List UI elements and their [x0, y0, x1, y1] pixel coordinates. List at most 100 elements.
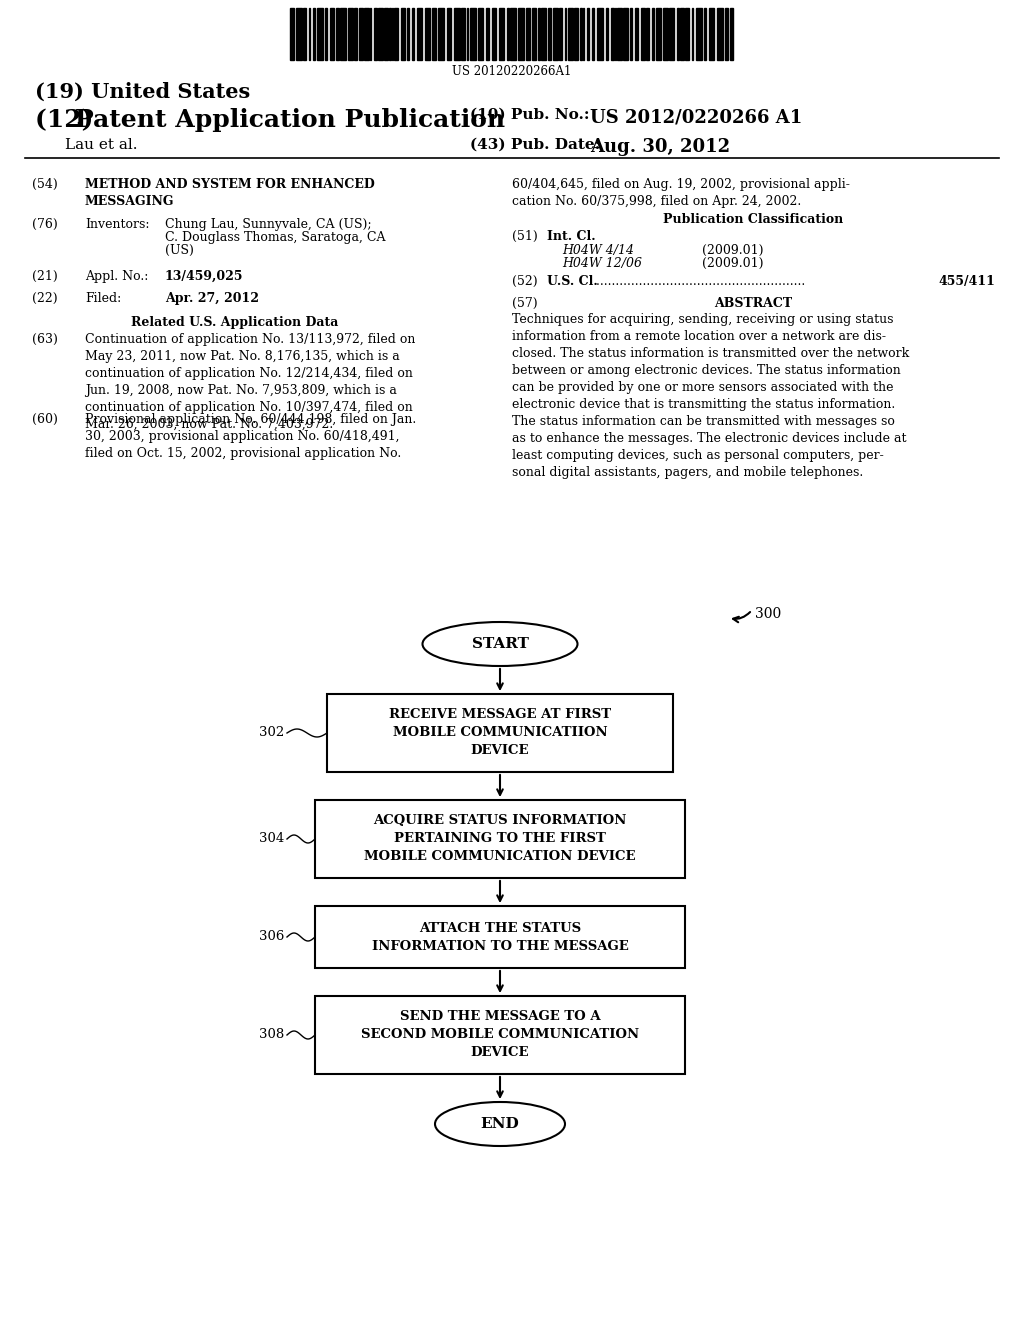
Bar: [432, 8, 436, 59]
Bar: [325, 8, 327, 59]
Bar: [340, 8, 346, 59]
Text: SEND THE MESSAGE TO A
SECOND MOBILE COMMUNICATION
DEVICE: SEND THE MESSAGE TO A SECOND MOBILE COMM…: [360, 1011, 639, 1060]
Bar: [499, 8, 504, 59]
Bar: [461, 8, 465, 59]
Bar: [538, 8, 540, 59]
Bar: [417, 8, 422, 59]
Bar: [652, 8, 654, 59]
Bar: [709, 8, 714, 59]
Text: Patent Application Publication: Patent Application Publication: [75, 108, 505, 132]
Bar: [486, 8, 489, 59]
Bar: [630, 8, 632, 59]
Bar: [394, 8, 398, 59]
Text: Continuation of application No. 13/113,972, filed on
May 23, 2011, now Pat. No. : Continuation of application No. 13/113,9…: [85, 333, 416, 432]
Bar: [290, 8, 294, 59]
Text: (54): (54): [32, 178, 57, 191]
Bar: [617, 8, 622, 59]
Text: ......................................................: ........................................…: [592, 275, 805, 288]
Bar: [680, 8, 684, 59]
Text: Publication Classification: Publication Classification: [664, 213, 844, 226]
Bar: [623, 8, 628, 59]
Text: (21): (21): [32, 271, 57, 282]
Text: US 20120220266A1: US 20120220266A1: [453, 65, 571, 78]
Text: Filed:: Filed:: [85, 292, 121, 305]
Bar: [518, 8, 524, 59]
Text: 304: 304: [259, 833, 284, 846]
Bar: [348, 8, 353, 59]
Bar: [492, 8, 496, 59]
Text: 306: 306: [259, 931, 284, 944]
Text: Techniques for acquiring, sending, receiving or using status
information from a : Techniques for acquiring, sending, recei…: [512, 313, 909, 479]
Bar: [407, 8, 409, 59]
Bar: [669, 8, 674, 59]
Bar: [510, 8, 516, 59]
Bar: [559, 8, 562, 59]
Text: U.S. Cl.: U.S. Cl.: [547, 275, 598, 288]
Text: Provisional application No. 60/444,198, filed on Jan.
30, 2003, provisional appl: Provisional application No. 60/444,198, …: [85, 413, 416, 459]
FancyBboxPatch shape: [315, 906, 685, 968]
Bar: [313, 8, 315, 59]
Bar: [317, 8, 323, 59]
Text: ACQUIRE STATUS INFORMATION
PERTAINING TO THE FIRST
MOBILE COMMUNICATION DEVICE: ACQUIRE STATUS INFORMATION PERTAINING TO…: [365, 814, 636, 863]
Text: 455/411: 455/411: [938, 275, 995, 288]
Text: 13/459,025: 13/459,025: [165, 271, 244, 282]
Bar: [526, 8, 530, 59]
Text: Apr. 27, 2012: Apr. 27, 2012: [165, 292, 259, 305]
Bar: [685, 8, 689, 59]
Text: (43) Pub. Date:: (43) Pub. Date:: [470, 139, 600, 152]
FancyBboxPatch shape: [315, 997, 685, 1074]
Text: 302: 302: [259, 726, 284, 739]
Text: H04W 12/06: H04W 12/06: [562, 257, 642, 271]
Text: Chung Lau, Sunnyvale, CA (US);: Chung Lau, Sunnyvale, CA (US);: [165, 218, 372, 231]
Text: Inventors:: Inventors:: [85, 218, 150, 231]
Bar: [548, 8, 551, 59]
Bar: [730, 8, 733, 59]
Bar: [303, 8, 306, 59]
Bar: [364, 8, 369, 59]
Bar: [646, 8, 649, 59]
Bar: [656, 8, 662, 59]
Text: (19) United States: (19) United States: [35, 82, 250, 102]
Bar: [336, 8, 339, 59]
Bar: [374, 8, 377, 59]
Bar: [425, 8, 430, 59]
Text: END: END: [480, 1117, 519, 1131]
Text: (US): (US): [165, 244, 194, 257]
Text: H04W 4/14: H04W 4/14: [562, 244, 634, 257]
Bar: [677, 8, 679, 59]
Text: (76): (76): [32, 218, 57, 231]
Bar: [606, 8, 608, 59]
Bar: [296, 8, 302, 59]
Bar: [478, 8, 483, 59]
Bar: [705, 8, 706, 59]
Bar: [541, 8, 546, 59]
Text: C. Douglass Thomas, Saratoga, CA: C. Douglass Thomas, Saratoga, CA: [165, 231, 385, 244]
Bar: [717, 8, 723, 59]
Bar: [641, 8, 645, 59]
Bar: [574, 8, 578, 59]
Text: (57): (57): [512, 297, 538, 310]
Bar: [587, 8, 589, 59]
Text: (2009.01): (2009.01): [702, 244, 764, 257]
Bar: [412, 8, 414, 59]
Text: (22): (22): [32, 292, 57, 305]
Ellipse shape: [435, 1102, 565, 1146]
Text: Appl. No.:: Appl. No.:: [85, 271, 148, 282]
Bar: [378, 8, 383, 59]
Bar: [330, 8, 334, 59]
Text: ABSTRACT: ABSTRACT: [715, 297, 793, 310]
Text: (10) Pub. No.:: (10) Pub. No.:: [470, 108, 595, 121]
Text: (12): (12): [35, 108, 102, 132]
Text: 308: 308: [259, 1028, 284, 1041]
Text: Related U.S. Application Data: Related U.S. Application Data: [131, 315, 339, 329]
Bar: [401, 8, 406, 59]
Text: (60): (60): [32, 413, 58, 426]
Text: Lau et al.: Lau et al.: [65, 139, 137, 152]
Bar: [580, 8, 582, 59]
FancyBboxPatch shape: [327, 694, 673, 772]
Text: START: START: [472, 638, 528, 651]
Bar: [438, 8, 444, 59]
Text: RECEIVE MESSAGE AT FIRST
MOBILE COMMUNICATIION
DEVICE: RECEIVE MESSAGE AT FIRST MOBILE COMMUNIC…: [389, 709, 611, 758]
Bar: [470, 8, 476, 59]
Text: ATTACH THE STATUS
INFORMATION TO THE MESSAGE: ATTACH THE STATUS INFORMATION TO THE MES…: [372, 921, 629, 953]
